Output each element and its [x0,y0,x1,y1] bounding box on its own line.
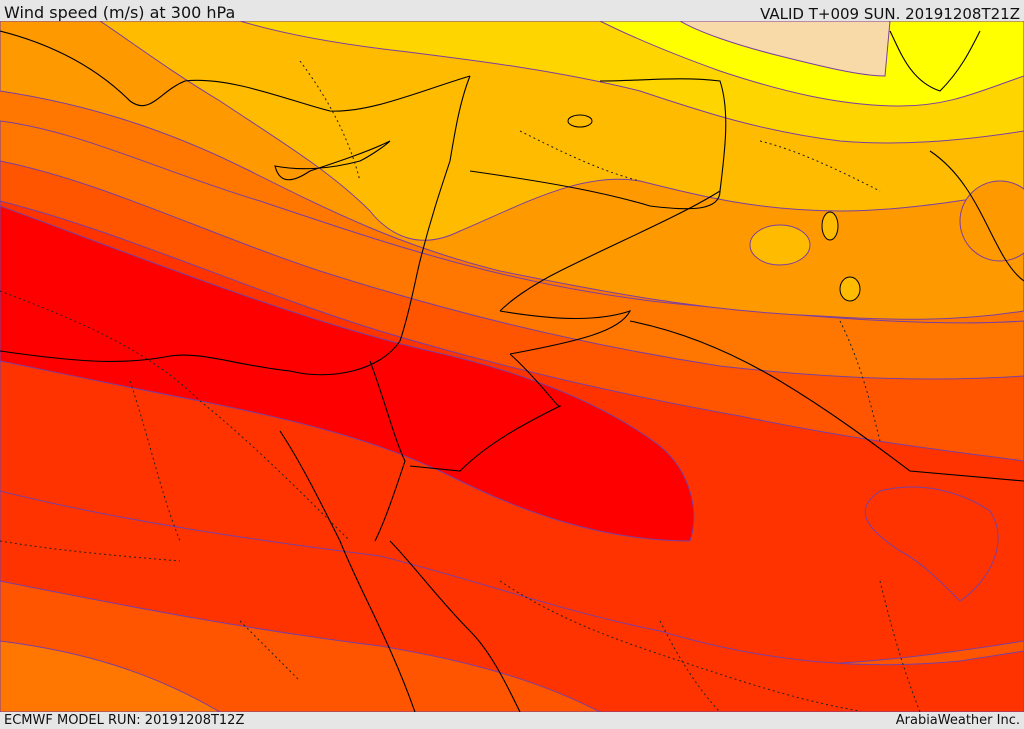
coastline-red-sea-west [279,430,416,712]
border-dotted-11 [239,620,301,682]
coastline-caspian [889,30,981,92]
border-syria [469,170,721,210]
coastline-sinai [369,360,406,542]
model-run: ECMWF MODEL RUN: 20191208T12Z [4,713,245,728]
coastline-gulf [929,150,1024,282]
border-dotted-2 [129,380,181,542]
border-saudi-north [409,353,561,472]
border-dotted-7 [299,60,361,182]
band-speed-6b [0,640,221,712]
brand-credit: ArabiaWeather Inc. [895,713,1020,728]
border-saudi-iraq [629,320,1024,482]
coastline-red-sea-east [389,540,521,712]
border-dotted-5 [659,620,721,712]
border-dotted-8 [519,130,641,182]
valid-time: VALID T+009 SUN. 20191208T21Z [760,5,1020,23]
header-bar: Wind speed (m/s) at 300 hPa VALID T+009 … [0,0,1024,23]
map-canvas [0,21,1024,712]
border-dotted-3 [0,540,181,562]
band-speed-1 [679,21,891,77]
coastline-cyprus [274,140,391,181]
lake-tharthar [839,276,861,302]
border-dotted-4 [499,580,861,712]
border-dotted-9 [759,140,881,192]
lake-urmia [821,211,839,241]
wind-speed-map [0,21,1024,712]
footer-bar: ECMWF MODEL RUN: 20191208T12Z ArabiaWeat… [0,712,1024,729]
coastlines [0,30,1024,712]
band-speed-4-patch [749,224,811,266]
coastline-levant [0,75,471,376]
band-speed-3-patch [959,180,1024,262]
band-speed-8-patch [864,486,999,602]
border-saudi-jordan [499,310,632,355]
lake-van [567,114,593,128]
map-title: Wind speed (m/s) at 300 hPa [4,3,236,22]
speed-bands [0,21,1024,712]
lakes [567,114,861,302]
internal-borders [0,60,921,712]
coastline-turkey [0,30,471,112]
